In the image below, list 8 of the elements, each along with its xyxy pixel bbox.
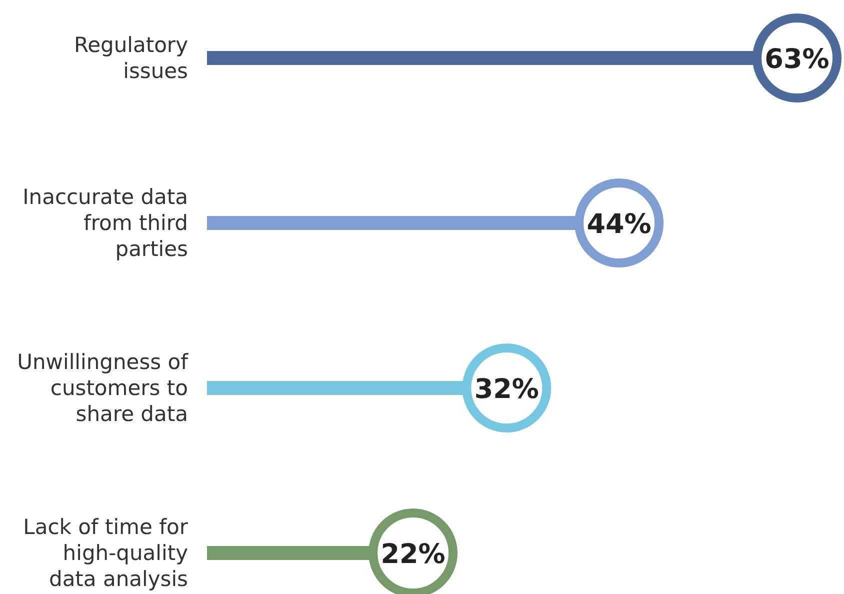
data-label: 63% [764, 44, 830, 75]
data-label: 44% [586, 209, 652, 240]
y-tick-label: Inaccurate data from third parties [22, 185, 188, 261]
y-tick-label: Regulatory issues [74, 33, 188, 83]
y-tick-label: Unwillingness of customers to share data [17, 350, 189, 426]
data-label: 32% [474, 374, 540, 405]
y-tick-label: Lack of time for high-quality data analysis [23, 515, 188, 591]
data-label: 22% [380, 539, 446, 570]
